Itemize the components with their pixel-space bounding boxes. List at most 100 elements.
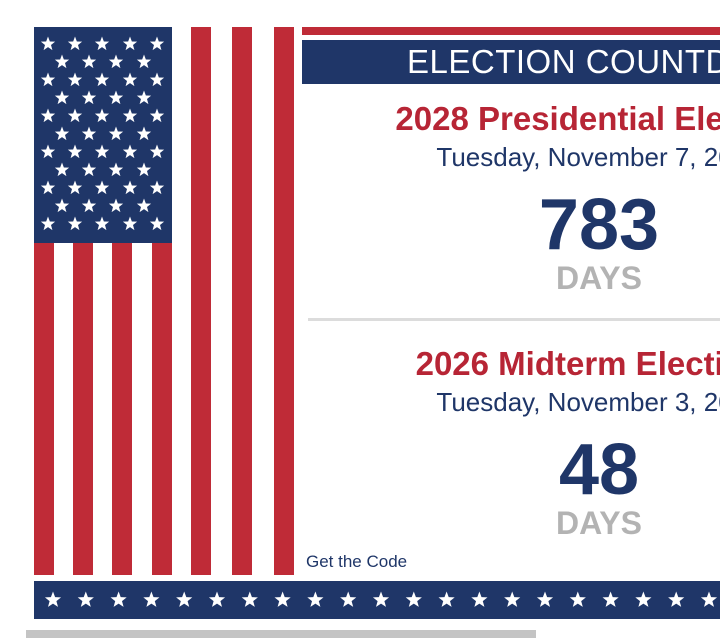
star-icon <box>504 591 521 607</box>
star-icon <box>176 591 193 607</box>
election-title: 2028 Presidential Election <box>395 100 720 137</box>
star-icon <box>700 591 718 607</box>
get-the-code-link[interactable]: Get the Code <box>306 552 408 571</box>
election-date: Tuesday, November 7, 2028 <box>436 142 720 172</box>
star-icon <box>94 216 110 231</box>
star-icon <box>274 591 291 607</box>
star-icon <box>438 591 455 607</box>
star-icon <box>668 591 685 607</box>
star-icon <box>54 162 70 177</box>
star-icon <box>136 126 152 141</box>
star-icon <box>40 180 56 195</box>
star-icon <box>569 591 586 607</box>
star-icon <box>94 144 110 159</box>
star-icon <box>405 591 422 607</box>
star-icon <box>122 144 138 159</box>
flag-canton <box>34 27 172 243</box>
star-icon <box>54 198 70 213</box>
star-icon <box>108 126 124 141</box>
star-icon <box>40 216 56 231</box>
star-icon <box>149 108 165 123</box>
election-date: Tuesday, November 3, 2026 <box>436 387 720 417</box>
star-icon <box>149 72 165 87</box>
star-icon <box>54 126 70 141</box>
star-icon <box>54 90 70 105</box>
countdown-number: 783 <box>538 185 660 265</box>
star-icon <box>307 591 324 607</box>
star-icon <box>94 180 110 195</box>
canton-stars <box>40 36 165 231</box>
star-icon <box>67 108 83 123</box>
star-icon <box>81 198 97 213</box>
banner-top-stripe <box>302 27 720 35</box>
star-icon <box>149 180 165 195</box>
star-icon <box>122 108 138 123</box>
flag-stripe <box>112 243 132 575</box>
star-icon <box>81 162 97 177</box>
header-banner: ELECTION COUNTDOWN <box>302 40 720 84</box>
star-icon <box>67 36 83 51</box>
star-icon <box>340 591 357 607</box>
flag-stripe <box>34 243 54 575</box>
star-icon <box>110 591 127 607</box>
star-icon <box>108 162 124 177</box>
star-icon <box>94 36 110 51</box>
star-icon <box>536 591 554 607</box>
star-icon <box>94 108 110 123</box>
star-icon <box>81 90 97 105</box>
flag-stripe <box>152 243 172 575</box>
star-icon <box>471 591 488 607</box>
star-icon <box>67 180 83 195</box>
flag-stripe <box>232 27 252 575</box>
american-flag <box>34 27 296 575</box>
star-icon <box>136 162 152 177</box>
section-divider <box>308 318 720 321</box>
star-icon <box>67 216 83 231</box>
star-icon <box>81 54 97 69</box>
star-icon <box>94 72 110 87</box>
star-icon <box>136 198 152 213</box>
star-icon <box>67 72 83 87</box>
star-icon <box>40 72 56 87</box>
countdown-content: 2028 Presidential Election Tuesday, Nove… <box>302 84 720 582</box>
star-icon <box>122 180 138 195</box>
star-icon <box>635 591 652 607</box>
star-icon <box>122 72 138 87</box>
star-icon <box>54 54 70 69</box>
election-title: 2026 Midterm Elections <box>415 345 720 382</box>
star-icon <box>67 144 83 159</box>
star-icon <box>108 90 124 105</box>
star-icon <box>602 591 619 607</box>
star-icon <box>372 591 390 607</box>
banner-gap <box>302 35 720 39</box>
star-icon <box>77 591 94 607</box>
star-icon <box>241 591 258 607</box>
star-icon <box>122 36 138 51</box>
horizontal-scrollbar[interactable] <box>26 630 536 638</box>
star-icon <box>149 144 165 159</box>
star-icon <box>122 216 138 231</box>
star-icon <box>44 591 62 607</box>
bar-stars <box>44 591 718 607</box>
star-icon <box>136 90 152 105</box>
star-icon <box>149 216 165 231</box>
star-icon <box>136 54 152 69</box>
star-icon <box>40 36 56 51</box>
countdown-number: 48 <box>558 430 640 510</box>
flag-stripe <box>274 27 294 575</box>
star-icon <box>108 54 124 69</box>
star-icon <box>143 591 160 607</box>
countdown-unit: DAYS <box>556 260 642 296</box>
flag-stripe <box>73 243 93 575</box>
flag-stripe <box>191 27 211 575</box>
star-icon <box>40 108 56 123</box>
star-icon <box>40 144 56 159</box>
star-bar <box>34 581 720 619</box>
page-title: ELECTION COUNTDOWN <box>407 43 720 80</box>
star-icon <box>108 198 124 213</box>
star-icon <box>81 126 97 141</box>
star-icon <box>149 36 165 51</box>
star-icon <box>208 591 226 607</box>
countdown-unit: DAYS <box>556 505 642 541</box>
